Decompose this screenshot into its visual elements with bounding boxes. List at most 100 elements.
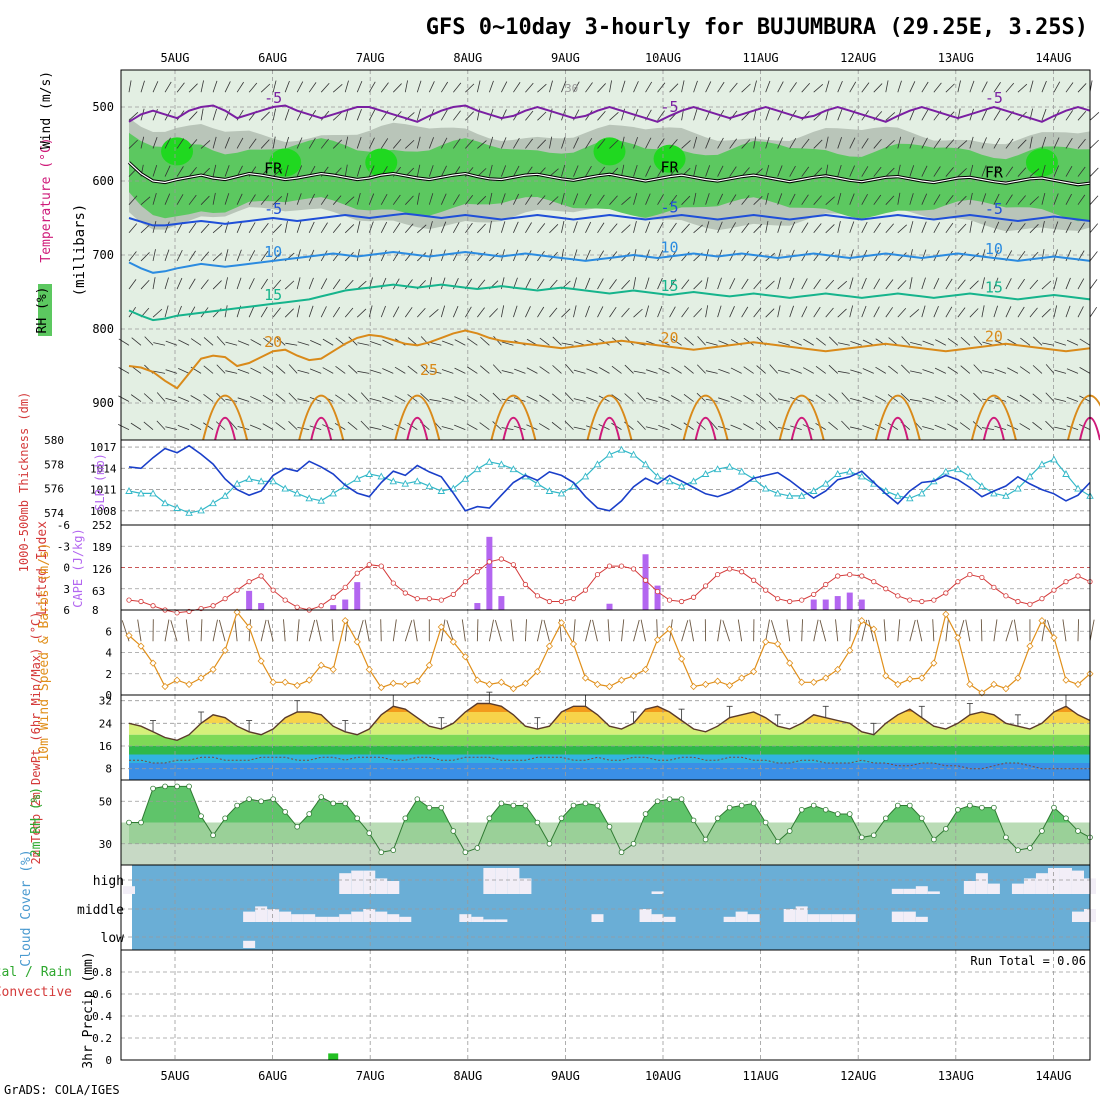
wind-barb: [873, 250, 881, 262]
slp-tick-label: 1017: [90, 441, 117, 454]
wind-barb: [320, 110, 330, 121]
wind-barb: [705, 165, 711, 177]
lifted-index-point: [1015, 598, 1021, 605]
wind-barb: [501, 249, 505, 262]
wind-barb: [777, 165, 783, 177]
thickness-point: [617, 445, 626, 453]
thickness-point: [1026, 472, 1034, 480]
wind-barb: [861, 277, 867, 290]
cloud-block-middle: [831, 914, 844, 922]
wind-barb: [993, 193, 1000, 205]
wind-barb: [922, 426, 934, 431]
wind-barb: [237, 368, 250, 374]
lifted-index-point: [678, 598, 685, 605]
warm-lobe: [202, 394, 249, 441]
wind-barb: [1065, 221, 1072, 233]
lifted-index-point: [859, 573, 865, 579]
wind-barb: [549, 196, 559, 205]
wind-barb: [909, 308, 920, 318]
wind-barb: [176, 277, 183, 290]
thickness-point: [1050, 455, 1058, 463]
wind-barb: [344, 136, 349, 149]
wind-barb: [537, 306, 545, 318]
wind-barb: [765, 192, 769, 205]
wind-barb: [611, 394, 622, 402]
wind-barb: [394, 366, 406, 374]
wind-barb: [501, 137, 507, 149]
wind-barb: [1007, 367, 1019, 374]
warm-lobe: [970, 394, 1017, 441]
wind-barb: [981, 305, 985, 318]
wind-barb: [729, 222, 736, 234]
wind-barb: [153, 370, 166, 374]
lifted-index-point: [847, 571, 853, 578]
wind-barb: [453, 110, 461, 121]
wind-barb: [573, 81, 580, 93]
wind-barb: [428, 277, 432, 290]
wind-barb: [1079, 367, 1091, 374]
wind-barb: [621, 196, 631, 205]
wind-barb: [741, 139, 751, 149]
wind-barb: [1041, 136, 1047, 149]
wind-barb: [693, 164, 697, 177]
wind-barb: [1053, 305, 1058, 318]
wind-barb: [645, 221, 651, 233]
wind-barb: [212, 136, 217, 149]
wind-barb: [203, 422, 214, 430]
wind-barb: [407, 337, 418, 346]
wind-barb: [429, 370, 442, 374]
precip-total-label: Total / Rain: [0, 965, 72, 980]
wind-barb: [203, 337, 214, 346]
wind-barb-10m: [170, 620, 178, 642]
wind-barb: [828, 364, 839, 374]
wind-barb-10m: [476, 619, 479, 642]
wind-barb: [344, 196, 355, 205]
rh2m-point: [798, 806, 805, 813]
temp-color-band: [129, 763, 1090, 780]
lifted-index-point: [883, 586, 889, 592]
wind-barb: [815, 366, 826, 374]
wind-barb: [887, 422, 899, 430]
wind-barb: [717, 277, 722, 290]
wind-barb: [813, 223, 822, 234]
wind-barb: [165, 369, 178, 374]
date-label-top: 12AUG: [840, 51, 876, 65]
wind-barb: [152, 193, 157, 205]
wind-barb: [212, 192, 216, 205]
wind-barb: [561, 192, 565, 205]
wind-barb: [416, 80, 422, 93]
temp-tick-label: 8: [105, 763, 112, 776]
thickness-tick-label: 580: [44, 434, 64, 447]
isotherm-line: [128, 104, 1091, 123]
wind-barb: [260, 278, 269, 290]
wind-speed-point: [557, 619, 566, 627]
wind-barb: [849, 277, 854, 290]
cape-lifted-panel: 8 63 126 189 252 -6 -3 0 3 6 Lifted Index CAPE (J/k…: [35, 519, 1093, 617]
wind-barb: [417, 307, 426, 318]
wind-barb: [272, 136, 276, 149]
wind-barb: [561, 80, 567, 93]
wind-barb: [693, 280, 703, 290]
wind-barb: [645, 137, 652, 149]
rh2m-point: [222, 815, 228, 822]
wind-barb: [368, 137, 375, 149]
thickness-point: [401, 479, 410, 487]
rh2m-point: [186, 783, 192, 790]
rh2m-point: [126, 819, 132, 826]
wind-barb: [130, 394, 142, 402]
wind-barb: [861, 138, 869, 149]
wind-barb: [765, 80, 771, 93]
lifted-index-point: [534, 593, 541, 599]
thickness-point: [545, 487, 554, 494]
wind-barb: [537, 139, 547, 149]
wind-barb: [224, 137, 230, 149]
rh2m-point: [810, 802, 817, 809]
wind-barb: [477, 140, 487, 149]
wind-barb: [849, 305, 854, 318]
wind-speed-point: [197, 674, 205, 682]
wind-barb: [586, 396, 598, 402]
date-label-bottom: 13AUG: [938, 1069, 974, 1083]
wind-barb: [730, 424, 742, 431]
wind-barb: [573, 369, 586, 374]
wind-barb: [777, 137, 783, 149]
